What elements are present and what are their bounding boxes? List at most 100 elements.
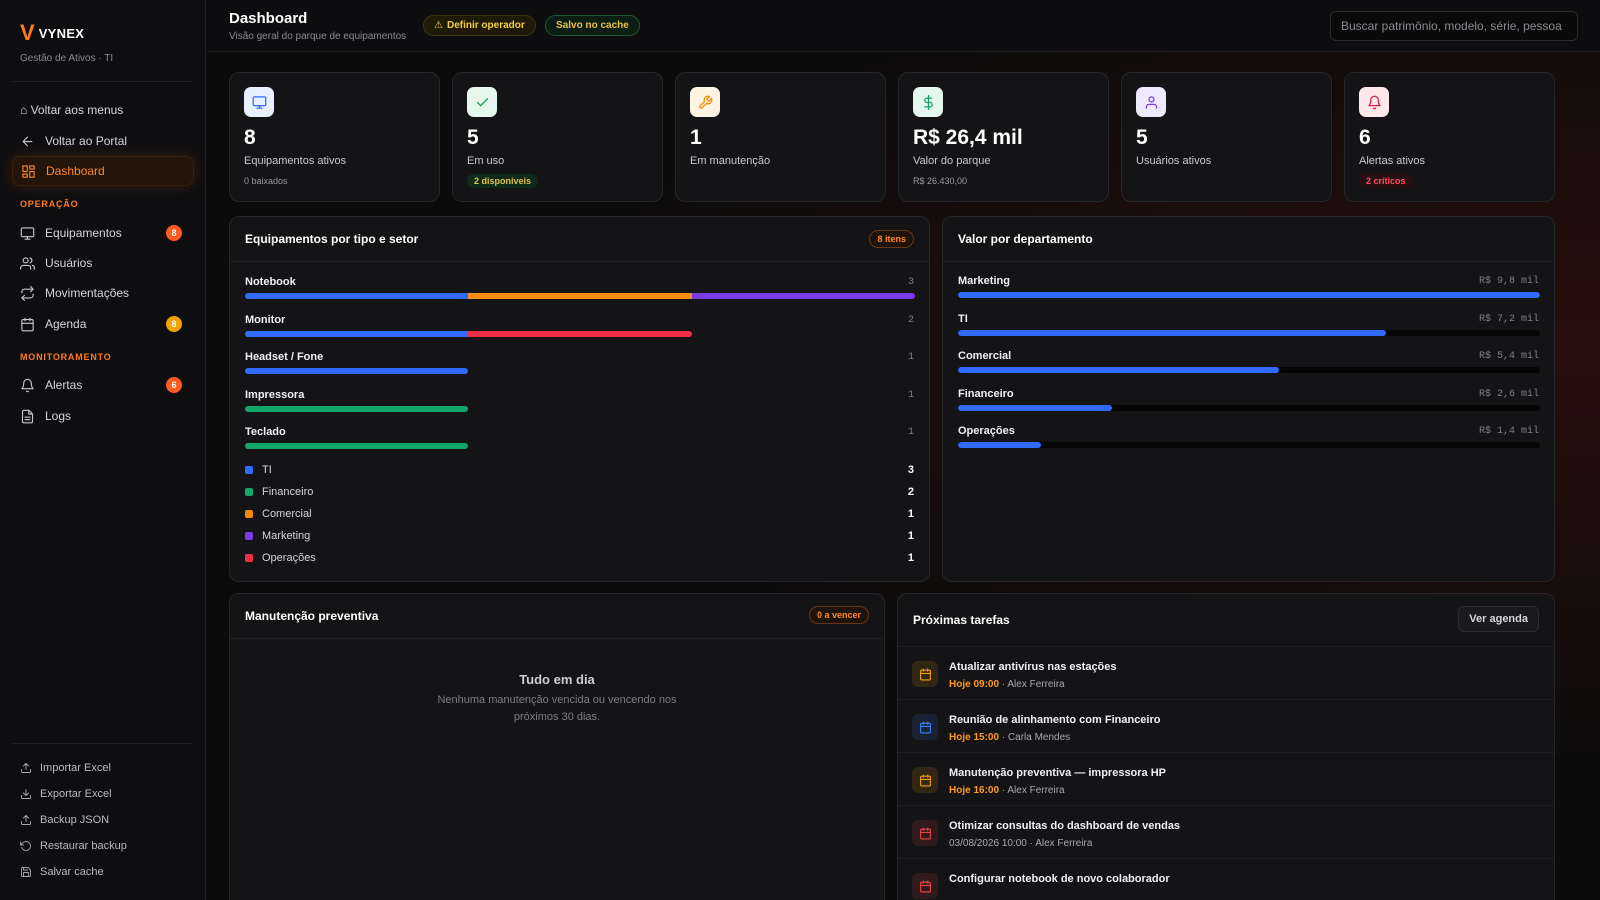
task-meta: Hoje 15:00 · Carla Mendes <box>949 732 1070 743</box>
task-when: 03/08/2026 10:00 <box>949 838 1027 849</box>
nav-badge: 6 <box>166 377 182 393</box>
back-to-menus-link[interactable]: ⌂ Voltar aos menus <box>12 95 194 125</box>
department-bar-track <box>958 404 1540 411</box>
stat-icon-wrap <box>913 87 943 117</box>
stat-sub: 0 baixados <box>244 176 288 186</box>
legend-swatch <box>245 532 253 540</box>
sidebar-item-usuarios[interactable]: Usuários <box>12 248 194 278</box>
view-agenda-button[interactable]: Ver agenda <box>1458 606 1539 632</box>
department-bar-fill <box>958 329 1386 336</box>
legend-label: TI <box>262 464 272 476</box>
import-excel-button[interactable]: Importar Excel <box>20 762 111 774</box>
stat-chip: 2 críticos <box>1359 174 1413 188</box>
upload-icon <box>21 763 31 773</box>
tasks-card: Próximas tarefas Ver agenda Atualizar an… <box>897 593 1555 900</box>
task-when: Hoje 09:00 <box>949 679 1000 690</box>
stat-label: Equipamentos ativos <box>244 155 347 167</box>
stat-card-valor[interactable]: R$ 26,4 mil Valor do parque R$ 26.430,00 <box>898 72 1109 202</box>
footer-label: Salvar cache <box>40 866 104 878</box>
export-excel-button[interactable]: Exportar Excel <box>20 788 112 800</box>
task-item[interactable]: Atualizar antivírus nas estações Hoje 09:… <box>898 646 1554 699</box>
check-icon <box>476 97 488 106</box>
task-title: Reunião de alinhamento com Financeiro <box>949 714 1161 726</box>
stat-chip: 2 disponíveis <box>467 174 539 188</box>
task-item[interactable]: Configurar notebook de novo colaborador <box>898 858 1554 900</box>
card-divider <box>230 638 884 639</box>
type-bar <box>245 368 469 374</box>
department-row-value: R$ 9,8 mil <box>1478 276 1539 287</box>
stat-icon-wrap <box>244 87 274 117</box>
sidebar-divider <box>12 743 193 744</box>
warning-icon: ⚠ <box>434 20 443 31</box>
monitor-icon <box>20 226 35 240</box>
stat-card-manutencao[interactable]: 1 Em manutenção <box>675 72 886 202</box>
dashboard-icon <box>22 164 35 178</box>
type-bar-segment <box>245 405 469 412</box>
department-bar-track <box>958 442 1540 448</box>
top-bar: Dashboard Visão geral do parque de equip… <box>207 0 1600 52</box>
stat-card-equipamentos[interactable]: 8 Equipamentos ativos 0 baixados <box>229 72 440 202</box>
type-row-count: 1 <box>907 427 914 438</box>
section-label-monitoramento: MONITORAMENTO <box>20 352 112 362</box>
task-when: Hoje 15:00 <box>949 732 1000 743</box>
legend-item: Comercial 1 <box>245 507 914 521</box>
sidebar-item-logs[interactable]: Logs <box>12 401 194 431</box>
department-row-label: Operações <box>958 425 1015 437</box>
legend-item: TI 3 <box>245 463 914 477</box>
stat-card-em-uso[interactable]: 5 Em uso 2 disponíveis <box>452 72 663 202</box>
type-bar-segment <box>468 293 692 299</box>
users-icon <box>20 256 35 270</box>
back-to-portal-link[interactable]: Voltar ao Portal <box>12 126 194 156</box>
department-row-value: R$ 5,4 mil <box>1478 351 1539 362</box>
brand-name: VYNEX <box>38 25 85 41</box>
define-operator-button[interactable]: ⚠ Definir operador <box>423 15 536 36</box>
maintenance-card: Manutenção preventiva 0 a vencer Tudo em… <box>229 593 885 900</box>
empty-state-title: Tudo em dia <box>519 672 595 687</box>
backup-json-button[interactable]: Backup JSON <box>20 814 109 826</box>
types-count-badge: 8 itens <box>869 230 914 248</box>
sidebar-item-dashboard[interactable]: Dashboard <box>12 156 194 186</box>
department-bar-fill <box>958 442 1042 448</box>
maintenance-due-badge: 0 a vencer <box>808 606 869 624</box>
search-input[interactable] <box>1330 11 1578 41</box>
sidebar-item-equipamentos[interactable]: Equipamentos 8 <box>12 218 194 248</box>
task-assignee: · Alex Ferreira <box>999 785 1065 796</box>
stat-value: 5 <box>1136 126 1148 149</box>
legend-item: Financeiro 2 <box>245 485 914 499</box>
stat-value: 1 <box>690 126 702 149</box>
department-bar-track <box>958 292 1540 298</box>
stat-label: Em uso <box>467 155 505 167</box>
sidebar-item-alertas[interactable]: Alertas 6 <box>12 370 194 400</box>
monitor-icon <box>252 95 266 109</box>
sidebar-item-movimentacoes[interactable]: Movimentações <box>12 278 194 308</box>
task-title: Configurar notebook de novo colaborador <box>949 873 1170 885</box>
task-item[interactable]: Otimizar consultas do dashboard de venda… <box>898 805 1554 858</box>
sidebar-item-agenda[interactable]: Agenda 8 <box>12 309 194 339</box>
restore-backup-button[interactable]: Restaurar backup <box>20 840 127 852</box>
legend-value: 1 <box>907 508 914 520</box>
legend-label: Operações <box>262 552 316 564</box>
sidebar: V VYNEX Gestão de Ativos · TI ⌂ Voltar a… <box>0 0 206 900</box>
task-item[interactable]: Manutenção preventiva — impressora HP Hoj… <box>898 752 1554 805</box>
brand-logo[interactable]: V VYNEX <box>20 22 84 44</box>
brand-subtitle: Gestão de Ativos · TI <box>20 53 114 64</box>
type-row-count: 3 <box>907 277 914 288</box>
card-divider <box>230 261 929 262</box>
type-bar <box>245 405 469 412</box>
task-item[interactable]: Reunião de alinhamento com Financeiro Hoj… <box>898 699 1554 752</box>
task-meta: 03/08/2026 10:00 · Alex Ferreira <box>949 838 1092 849</box>
upload-icon <box>21 815 31 825</box>
type-row-count: 1 <box>907 389 914 401</box>
stat-card-usuarios[interactable]: 5 Usuários ativos <box>1121 72 1332 202</box>
stat-card-alertas[interactable]: 6 Alertas ativos 2 críticos <box>1344 72 1555 202</box>
legend-value: 2 <box>907 486 914 498</box>
calendar-icon <box>912 661 938 687</box>
save-cache-button[interactable]: Salvar cache <box>20 866 104 878</box>
card-divider <box>943 261 1554 262</box>
sidebar-item-label: Movimentações <box>45 286 130 300</box>
type-row-count: 2 <box>907 314 914 326</box>
type-bar <box>245 293 915 299</box>
nav-badge: 8 <box>166 316 182 332</box>
stat-label: Em manutenção <box>690 155 771 167</box>
type-bar-segment <box>245 330 469 337</box>
